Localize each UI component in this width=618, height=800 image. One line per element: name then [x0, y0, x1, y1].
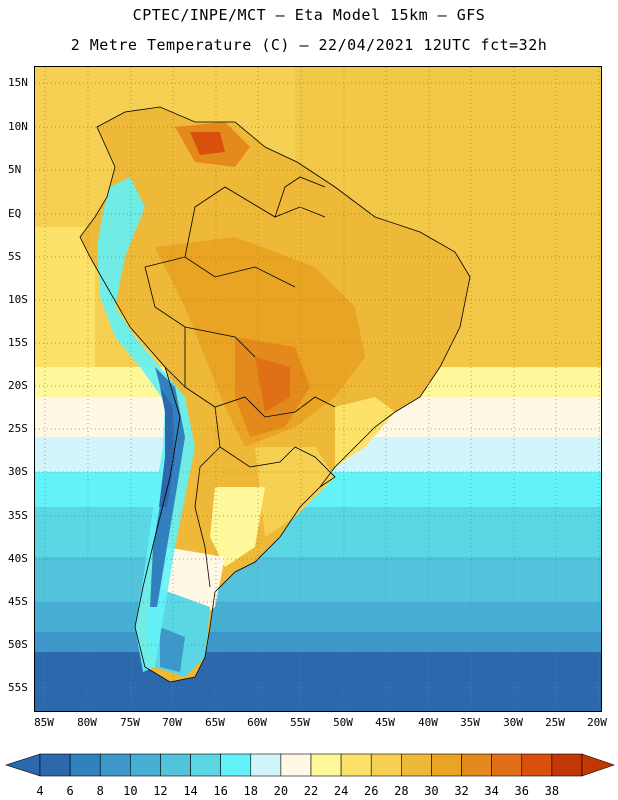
colorbar-swatch [401, 753, 432, 777]
lat-label-35s: 35S [8, 509, 28, 522]
colorbar-swatch [160, 753, 191, 777]
temperature-map [34, 66, 602, 712]
pampas-region [210, 487, 265, 567]
colorbar-label: 18 [243, 784, 258, 798]
colorbar-swatch [130, 753, 161, 777]
colorbar-swatch [69, 753, 101, 777]
lat-label-30s: 30S [8, 465, 28, 478]
colorbar-swatch [250, 753, 282, 777]
andes-coldest-core [159, 387, 175, 507]
colorbar-label: 14 [183, 784, 198, 798]
colorbar-label: 6 [66, 784, 74, 798]
colorbar-swatch [461, 753, 492, 777]
colorbar-swatch [280, 753, 312, 777]
venezuela-max-spot [190, 132, 225, 155]
lon-label-25w: 25W [545, 716, 565, 729]
colorbar-label: 30 [424, 784, 439, 798]
colorbar-swatch [370, 753, 402, 777]
lat-label-15s: 15S [8, 336, 28, 349]
lon-label-70w: 70W [162, 716, 182, 729]
colorbar-swatch [39, 753, 71, 777]
lat-label-50s: 50S [8, 638, 28, 651]
colorbar-swatch [310, 753, 342, 777]
colorbar-left-arrow [5, 753, 41, 777]
lon-label-60w: 60W [247, 716, 267, 729]
colorbar-label: 8 [96, 784, 104, 798]
colorbar-label: 10 [123, 784, 138, 798]
southeast-brazil-mild [335, 397, 395, 467]
lon-label-45w: 45W [375, 716, 395, 729]
lon-label-50w: 50W [333, 716, 353, 729]
lat-label-20s: 20S [8, 379, 28, 392]
lon-label-55w: 55W [290, 716, 310, 729]
colorbar-swatch [190, 753, 221, 777]
lon-label-40w: 40W [418, 716, 438, 729]
colorbar-swatch [491, 753, 523, 777]
ocean-8c-band [35, 632, 601, 652]
colorbar-label: 16 [213, 784, 228, 798]
colorbar-swatch [431, 753, 462, 777]
map-title-line-2: 2 Metre Temperature (C) – 22/04/2021 12U… [70, 36, 548, 54]
colorbar-right-arrow [581, 753, 615, 777]
lon-label-75w: 75W [120, 716, 140, 729]
lat-label-45s: 45S [8, 595, 28, 608]
colorbar-label: 4 [36, 784, 44, 798]
lat-label-10s: 10S [8, 293, 28, 306]
colorbar-label: 24 [333, 784, 349, 798]
colorbar-swatch [521, 753, 553, 777]
colorbar-label: 38 [544, 784, 560, 798]
colorbar-label: 36 [514, 784, 529, 798]
lat-label-25s: 25S [8, 422, 28, 435]
southern-patagonia-cold [160, 627, 185, 672]
lat-label-10n: 10N [8, 120, 28, 133]
lon-label-35w: 35W [460, 716, 480, 729]
lon-label-30w: 30W [503, 716, 523, 729]
lon-label-85w: 85W [34, 716, 54, 729]
colorbar-label: 22 [303, 784, 319, 798]
colorbar-label: 20 [273, 784, 289, 798]
lat-label-15n: 15N [8, 76, 28, 89]
lat-label-5s: 5S [8, 250, 22, 263]
colorbar-label: 34 [484, 784, 499, 798]
lat-label-eq: EQ [8, 207, 22, 220]
colorbar-swatches [5, 753, 615, 777]
lon-label-80w: 80W [77, 716, 97, 729]
colorbar-swatch [340, 753, 372, 777]
colorbar-swatch [551, 753, 583, 777]
colorbar-label: 12 [153, 784, 168, 798]
temperature-colorbar [5, 753, 615, 777]
lon-label-65w: 65W [205, 716, 225, 729]
lat-label-40s: 40S [8, 552, 28, 565]
andes-cool-ridge [97, 177, 195, 672]
uruguay-region [255, 447, 335, 537]
lat-label-55s: 55S [8, 681, 28, 694]
colorbar-label: 28 [394, 784, 409, 798]
colorbar-swatch [99, 753, 131, 777]
graticule [35, 67, 601, 711]
pantanal-hot-spot [255, 357, 290, 412]
country-borders [79, 106, 471, 683]
map-canvas [35, 67, 601, 711]
map-title-line-1: CPTEC/INPE/MCT – Eta Model 15km – GFS [132, 6, 486, 24]
colorbar-label: 32 [454, 784, 469, 798]
ocean-14c-band [35, 507, 601, 562]
colorbar-label: 26 [363, 784, 379, 798]
lon-label-20w: 20W [587, 716, 607, 729]
ocean-12c-band [35, 557, 601, 607]
lat-label-5n: 5N [8, 163, 22, 176]
colorbar-swatch [220, 753, 252, 777]
